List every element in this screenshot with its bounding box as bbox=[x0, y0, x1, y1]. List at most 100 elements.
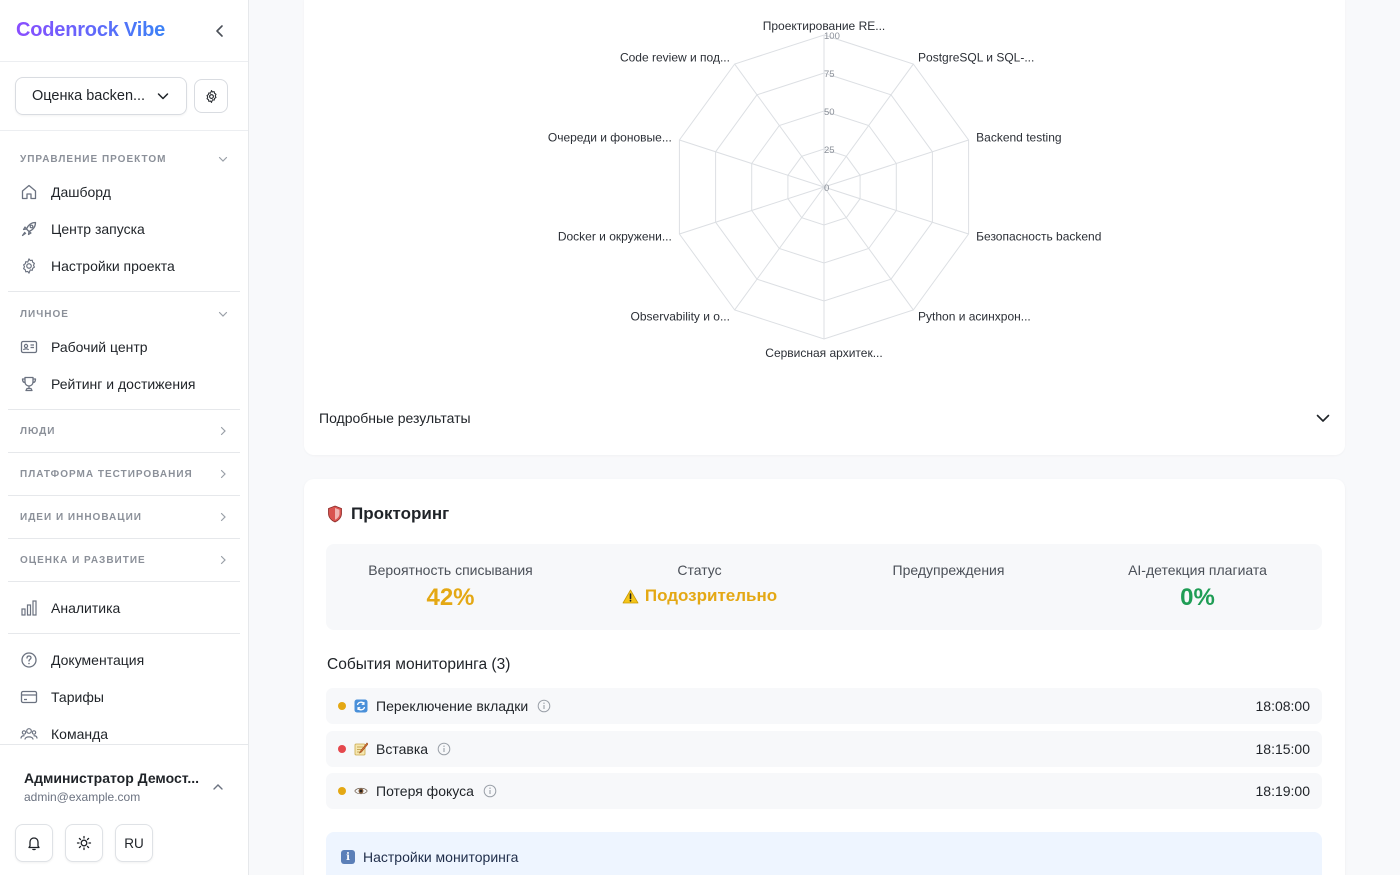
notifications-button[interactable] bbox=[15, 824, 53, 862]
gear-icon bbox=[206, 89, 216, 103]
radar-tick-label: 75 bbox=[824, 69, 835, 80]
project-row: Оценка backen... bbox=[0, 62, 248, 131]
language-button[interactable]: RU bbox=[115, 824, 153, 862]
section-project-management[interactable]: Управление проектом bbox=[0, 145, 248, 173]
sidebar-item-team[interactable]: Команда bbox=[0, 715, 248, 752]
brand-row: Codenrock Vibe bbox=[0, 0, 248, 62]
divider bbox=[8, 538, 240, 539]
chevron-right-icon bbox=[220, 426, 226, 436]
proctoring-title: Прокторинг bbox=[351, 504, 450, 523]
radar-axis-label: Python и асинхрон... bbox=[918, 309, 1031, 323]
divider bbox=[8, 495, 240, 496]
collapse-sidebar-button[interactable] bbox=[208, 19, 232, 43]
sidebar-item-pricing[interactable]: Тарифы bbox=[0, 678, 248, 715]
proctoring-title-row: Прокторинг bbox=[327, 504, 449, 524]
proctoring-card: Прокторинг Вероятность списывания 42% Ст… bbox=[304, 479, 1345, 875]
sidebar-item-dashboard[interactable]: Дашборд bbox=[0, 173, 248, 210]
info-icon[interactable] bbox=[483, 784, 497, 798]
theme-toggle-button[interactable] bbox=[65, 824, 103, 862]
trophy-icon bbox=[20, 375, 38, 393]
sidebar-item-project-settings[interactable]: Настройки проекта bbox=[0, 247, 248, 284]
bell-icon bbox=[28, 837, 40, 851]
sidebar-item-rating[interactable]: Рейтинг и достижения bbox=[0, 365, 248, 402]
section-people[interactable]: Люди bbox=[0, 410, 248, 452]
radar-tick-label: 25 bbox=[824, 145, 835, 156]
chevron-down-icon bbox=[1316, 414, 1330, 422]
stat-status: Статус Подозрительно bbox=[575, 544, 824, 630]
section-assessment[interactable]: Оценка и развитие bbox=[0, 539, 248, 581]
event-row[interactable]: Переключение вкладки 18:08:00 bbox=[326, 688, 1322, 724]
radar-axis-label: Проектирование RE... bbox=[763, 19, 886, 33]
monitoring-settings-label: Настройки мониторинга bbox=[363, 849, 519, 865]
section-label: Управление проектом bbox=[20, 153, 167, 165]
stat-value: 0% bbox=[1180, 584, 1215, 611]
shield-icon bbox=[328, 505, 342, 523]
detailed-results-toggle[interactable]: Подробные результаты bbox=[319, 400, 1331, 436]
help-circle-icon bbox=[20, 651, 38, 669]
section-label: Личное bbox=[20, 308, 69, 320]
event-label: Вставка bbox=[376, 741, 429, 757]
info-icon[interactable] bbox=[537, 699, 551, 713]
radar-tick-label: 50 bbox=[824, 107, 835, 118]
id-card-icon bbox=[20, 338, 38, 356]
section-label: Платформа тестирования bbox=[20, 468, 193, 480]
radar-axis-label: Observability и о... bbox=[631, 309, 730, 323]
chevron-right-icon bbox=[220, 469, 226, 479]
radar-tick-label: 100 bbox=[824, 31, 840, 42]
divider bbox=[8, 633, 240, 634]
rocket-icon bbox=[20, 220, 38, 238]
divider bbox=[8, 452, 240, 453]
sidebar-item-label: Тарифы bbox=[51, 688, 104, 705]
events-title: События мониторинга (3) bbox=[327, 656, 511, 673]
radar-axis-line bbox=[734, 186, 825, 311]
sidebar-item-analytics[interactable]: Аналитика bbox=[0, 589, 248, 626]
event-row[interactable]: Потеря фокуса 18:19:00 bbox=[326, 773, 1322, 809]
event-time: 18:19:00 bbox=[1255, 783, 1311, 799]
section-ideas[interactable]: Идеи и инновации bbox=[0, 496, 248, 538]
event-row[interactable]: Вставка 18:15:00 bbox=[326, 731, 1322, 767]
status-dot bbox=[338, 787, 346, 795]
radar-axis-line bbox=[823, 186, 914, 311]
detailed-results-label: Подробные результаты bbox=[319, 410, 471, 426]
radar-axis-label: Docker и окружени... bbox=[558, 229, 672, 243]
radar-axis-label: Безопасность backend bbox=[976, 229, 1101, 243]
radar-tick-label: 0 bbox=[824, 183, 829, 194]
section-personal[interactable]: Личное bbox=[0, 300, 248, 328]
sun-icon bbox=[76, 835, 92, 851]
home-icon bbox=[20, 183, 38, 201]
user-actions: RU bbox=[15, 824, 153, 862]
chevron-down-icon bbox=[218, 311, 228, 317]
user-menu-toggle[interactable]: Администратор Демост... admin@example.co… bbox=[0, 745, 248, 804]
credit-card-icon bbox=[20, 688, 38, 706]
stat-warnings: Предупреждения bbox=[824, 544, 1073, 630]
user-name: Администратор Демост... bbox=[24, 770, 200, 786]
stat-label: AI-детекция плагиата bbox=[1128, 562, 1267, 578]
sidebar-item-workspace[interactable]: Рабочий центр bbox=[0, 328, 248, 365]
sidebar: Codenrock Vibe Оценка backen... Управлен… bbox=[0, 0, 249, 875]
section-label: Люди bbox=[20, 425, 56, 437]
sidebar-item-label: Дашборд bbox=[51, 183, 111, 200]
radar-axis-label: Сервисная архитек... bbox=[765, 346, 882, 360]
event-label: Потеря фокуса bbox=[376, 783, 474, 799]
status-dot bbox=[338, 745, 346, 753]
project-select[interactable]: Оценка backen... bbox=[15, 77, 187, 115]
project-settings-button[interactable] bbox=[194, 79, 228, 113]
chevron-left-icon bbox=[216, 24, 223, 37]
radar-axis-line bbox=[679, 139, 825, 188]
stat-cheat-probability: Вероятность списывания 42% bbox=[326, 544, 575, 630]
monitoring-settings-panel[interactable]: i Настройки мониторинга bbox=[326, 832, 1322, 875]
user-email: admin@example.com bbox=[24, 790, 141, 804]
sidebar-item-label: Документация bbox=[51, 651, 145, 668]
bar-chart-icon bbox=[20, 599, 38, 617]
gear-icon bbox=[20, 257, 38, 275]
info-icon[interactable] bbox=[437, 742, 451, 756]
radar-axis-line bbox=[823, 139, 969, 188]
stat-status-value: Подозрительно bbox=[622, 586, 777, 606]
sidebar-item-label: Команда bbox=[51, 725, 109, 742]
sidebar-item-documentation[interactable]: Документация bbox=[0, 641, 248, 678]
section-label: Идеи и инновации bbox=[20, 511, 142, 523]
section-testing-platform[interactable]: Платформа тестирования bbox=[0, 453, 248, 495]
radar-axis-label: Code review и под... bbox=[620, 51, 730, 65]
sidebar-item-launch-center[interactable]: Центр запуска bbox=[0, 210, 248, 247]
event-time: 18:08:00 bbox=[1255, 698, 1311, 714]
